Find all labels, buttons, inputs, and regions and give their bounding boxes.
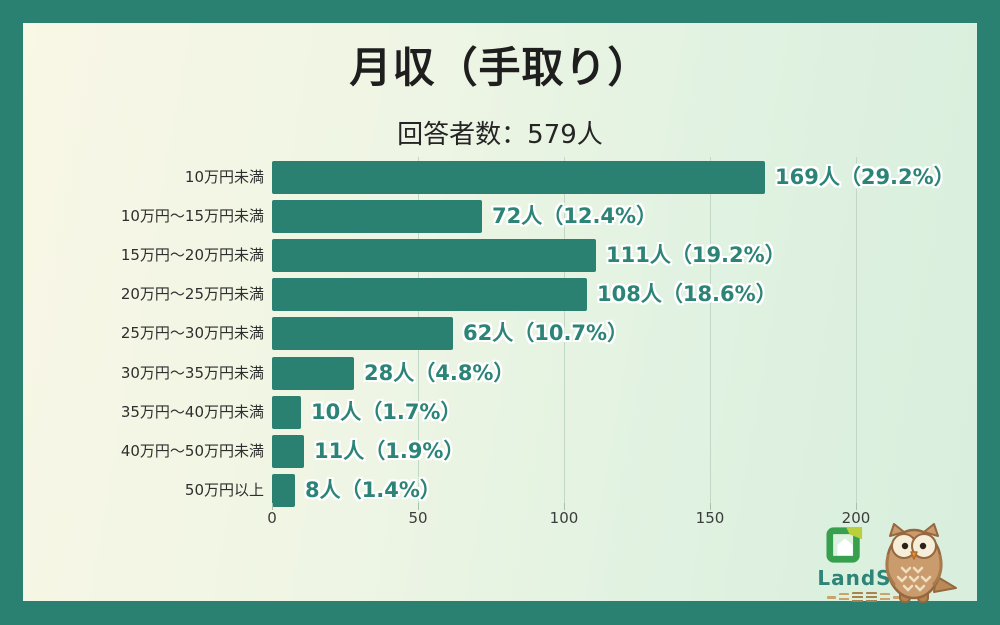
category-label: 40万円〜50万円未満 — [120, 442, 264, 460]
category-label: 15万円〜20万円未満 — [120, 246, 264, 264]
axis-tick-label: 0 — [267, 509, 277, 527]
axis-tick-label: 200 — [841, 509, 871, 527]
axis-tick — [710, 503, 711, 510]
bar — [272, 200, 482, 233]
respondent-count: 回答者数：579人 — [397, 120, 603, 150]
category-label: 50万円以上 — [184, 481, 264, 499]
bar — [272, 396, 301, 429]
axis-tick — [856, 503, 857, 510]
bar — [272, 278, 587, 311]
category-label: 30万円〜35万円未満 — [120, 364, 264, 382]
axis-tick-label: 50 — [408, 509, 428, 527]
category-label: 20万円〜25万円未満 — [120, 285, 264, 303]
bar — [272, 357, 354, 390]
bar-value-label: 169人（29.2%） — [775, 165, 955, 189]
axis-tick — [564, 503, 565, 510]
axis-tick — [418, 503, 419, 510]
card-background — [23, 23, 977, 601]
gridline — [710, 157, 711, 503]
bar-value-label: 28人（4.8%） — [364, 361, 515, 385]
axis-tick — [272, 503, 273, 510]
road-dash — [866, 592, 877, 602]
bar-value-label: 62人（10.7%） — [463, 321, 629, 345]
bar — [272, 317, 453, 350]
bar-value-label: 72人（12.4%） — [492, 204, 658, 228]
chart-title: 月収（手取り） — [349, 43, 651, 92]
owl-mascot — [885, 523, 957, 603]
bar — [272, 161, 765, 194]
landsitz-house-icon — [826, 526, 863, 563]
gridline — [856, 157, 857, 503]
category-label: 10万円未満 — [184, 168, 264, 186]
road-dash — [852, 592, 863, 602]
road-dash — [839, 593, 849, 601]
category-label: 25万円〜30万円未満 — [120, 324, 264, 342]
category-label: 10万円〜15万円未満 — [120, 207, 264, 225]
bar-value-label: 8人（1.4%） — [305, 478, 441, 502]
road-dash — [827, 595, 836, 599]
bar — [272, 474, 295, 507]
road-dash — [880, 593, 890, 601]
bar-value-label: 10人（1.7%） — [311, 400, 462, 424]
bar-value-label: 11人（1.9%） — [314, 439, 465, 463]
category-label: 35万円〜40万円未満 — [120, 403, 264, 421]
bar-value-label: 108人（18.6%） — [597, 282, 777, 306]
gridline — [564, 157, 565, 503]
axis-tick-label: 100 — [549, 509, 579, 527]
bar — [272, 239, 596, 272]
bar-value-label: 111人（19.2%） — [606, 243, 786, 267]
road-dash — [893, 595, 902, 599]
axis-tick-label: 150 — [695, 509, 725, 527]
bar — [272, 435, 304, 468]
